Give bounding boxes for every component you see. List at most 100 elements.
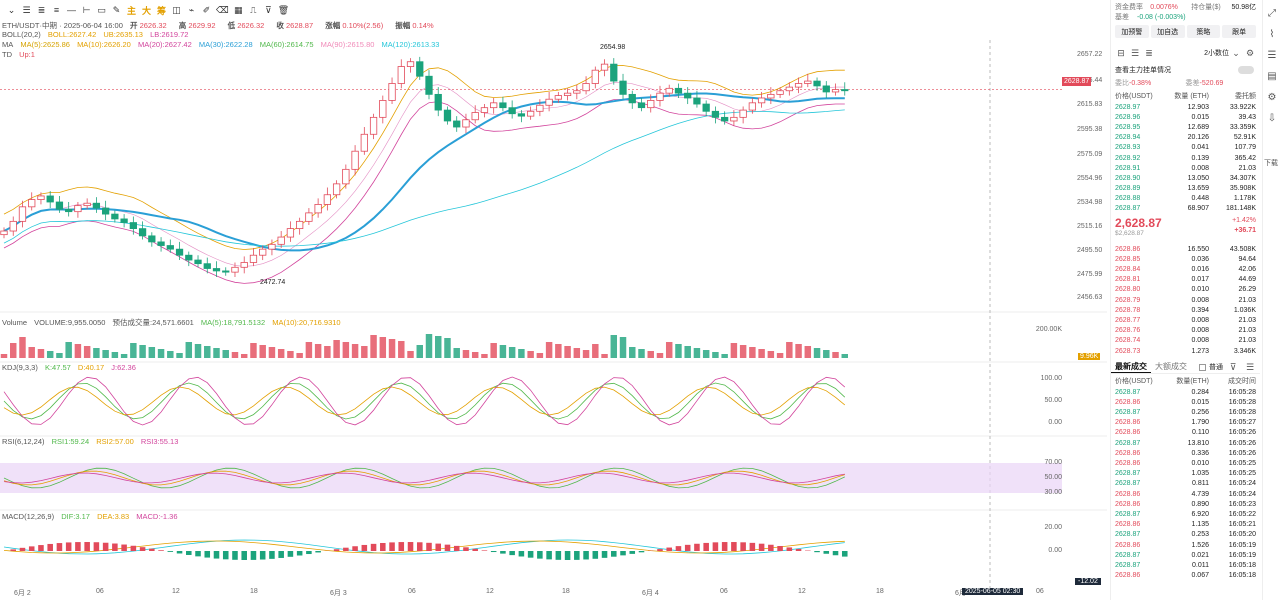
- bid-row[interactable]: 2628.77 0.008 21.03: [1111, 315, 1260, 325]
- grid-icon[interactable]: ▦: [233, 4, 243, 15]
- order-price[interactable]: 2628.81: [1115, 276, 1141, 284]
- magnet-icon[interactable]: ⌁: [188, 4, 195, 15]
- zhu-label[interactable]: 主: [126, 5, 136, 16]
- symbol-label[interactable]: ETH/USDT·中期 · 2025-06-04 16:00: [2, 21, 123, 30]
- ask-row[interactable]: 2628.91 0.008 21.03: [1111, 163, 1260, 173]
- order-price[interactable]: 2628.73: [1115, 347, 1141, 355]
- bid-row[interactable]: 2628.74 0.008 21.03: [1111, 336, 1260, 346]
- filter-icon[interactable]: ⊽: [1229, 361, 1237, 372]
- ask-row[interactable]: 2628.88 0.448 1.178K: [1111, 194, 1260, 204]
- normal-checkbox[interactable]: [1199, 363, 1206, 371]
- book-both-icon[interactable]: ⊟: [1117, 47, 1125, 58]
- ask-row[interactable]: 2628.97 12.903 33.922K: [1111, 102, 1260, 112]
- order-price[interactable]: 2628.77: [1115, 316, 1141, 324]
- volume-bar: [730, 343, 738, 358]
- order-price[interactable]: 2628.90: [1115, 174, 1141, 182]
- line-icon[interactable]: —: [67, 5, 76, 15]
- order-price[interactable]: 2628.84: [1115, 266, 1141, 274]
- ray-icon[interactable]: ⊢: [82, 4, 91, 15]
- alert-button[interactable]: 加预警: [1115, 25, 1149, 38]
- tab-latest-trades[interactable]: 最新成交: [1111, 361, 1151, 373]
- chevron-down-icon[interactable]: ⌄: [1232, 47, 1240, 58]
- pen-icon[interactable]: ✐: [202, 4, 211, 15]
- bid-row[interactable]: 2628.80 0.010 26.29: [1111, 285, 1260, 295]
- list-icon[interactable]: ☰: [1267, 50, 1277, 61]
- filter-icon[interactable]: ⊽: [264, 4, 272, 15]
- chart-area[interactable]: ETH/USDT·中期 · 2025-06-04 16:00 开 2626.32…: [0, 20, 1107, 600]
- order-price[interactable]: 2628.93: [1115, 144, 1141, 152]
- list-icon[interactable]: ≣: [37, 4, 46, 15]
- order-price[interactable]: 2628.79: [1115, 296, 1141, 304]
- volume-label[interactable]: Volume: [2, 318, 28, 327]
- order-price[interactable]: 2628.95: [1115, 123, 1141, 131]
- menu-icon[interactable]: ☰: [22, 4, 31, 15]
- bid-row[interactable]: 2628.81 0.017 44.69: [1111, 275, 1260, 285]
- boll-label[interactable]: BOLL(20,2): [2, 30, 41, 39]
- order-price[interactable]: 2628.74: [1115, 337, 1141, 345]
- tools-icon[interactable]: ≡: [53, 5, 60, 15]
- settings-icon[interactable]: ⚙: [1245, 47, 1255, 58]
- tab-large-trades[interactable]: 大额成交: [1155, 362, 1187, 372]
- eraser-icon[interactable]: ⌫: [216, 4, 229, 15]
- order-price[interactable]: 2628.96: [1115, 113, 1141, 121]
- order-price[interactable]: 2628.87: [1115, 205, 1141, 213]
- strategy-button[interactable]: 策略: [1186, 25, 1221, 38]
- layout-icon[interactable]: ◫: [172, 4, 181, 15]
- ask-row[interactable]: 2628.92 0.139 365.42: [1111, 153, 1260, 163]
- watchlist-button[interactable]: 加自选: [1150, 25, 1185, 38]
- chart-icon[interactable]: ⌇: [1269, 29, 1275, 40]
- bid-row[interactable]: 2628.76 0.008 21.03: [1111, 326, 1260, 336]
- bid-row[interactable]: 2628.84 0.016 42.06: [1111, 264, 1260, 274]
- order-price[interactable]: 2628.94: [1115, 134, 1141, 142]
- brush-icon[interactable]: ✎: [112, 4, 121, 15]
- macd-label[interactable]: MACD(12,26,9): [2, 512, 55, 521]
- rect-icon[interactable]: ▭: [97, 4, 106, 15]
- order-price[interactable]: 2628.80: [1115, 286, 1141, 294]
- order-price[interactable]: 2628.85: [1115, 255, 1141, 263]
- rsi-label[interactable]: RSI(6,12,24): [2, 437, 45, 446]
- da-label[interactable]: 大: [141, 5, 151, 16]
- list-icon[interactable]: ☰: [1245, 361, 1255, 372]
- copy-trade-button[interactable]: 跟单: [1222, 25, 1256, 38]
- macd-bar: [694, 543, 700, 551]
- chevron-down-icon[interactable]: ⌄: [7, 4, 16, 15]
- trade-qty: 0.256: [1191, 409, 1209, 417]
- precision-select[interactable]: 2小数位: [1204, 50, 1229, 57]
- chart-svg[interactable]: [0, 20, 1107, 600]
- ask-row[interactable]: 2628.87 68.907 181.148K: [1111, 204, 1260, 214]
- bid-row[interactable]: 2628.78 0.394 1.036K: [1111, 305, 1260, 315]
- book-asks-icon[interactable]: ☰: [1130, 47, 1140, 58]
- order-price[interactable]: 2628.76: [1115, 327, 1141, 335]
- ruler-icon[interactable]: ⎍: [250, 4, 257, 15]
- order-price[interactable]: 2628.88: [1115, 195, 1141, 203]
- order-price[interactable]: 2628.97: [1115, 103, 1141, 111]
- ask-row[interactable]: 2628.95 12.689 33.359K: [1111, 122, 1260, 132]
- book-icon[interactable]: ▤: [1267, 71, 1277, 82]
- kdj-label[interactable]: KDJ(9,3,3): [2, 363, 38, 372]
- order-price[interactable]: 2628.92: [1115, 154, 1141, 162]
- whale-toggle[interactable]: [1238, 66, 1254, 74]
- ask-row[interactable]: 2628.96 0.015 39.43: [1111, 112, 1260, 122]
- ask-row[interactable]: 2628.93 0.041 107.79: [1111, 143, 1260, 153]
- ask-row[interactable]: 2628.89 13.659 35.908K: [1111, 184, 1260, 194]
- trash-icon[interactable]: 🗑: [277, 4, 290, 15]
- expand-icon[interactable]: ⤢: [1268, 8, 1276, 19]
- order-price[interactable]: 2628.86: [1115, 245, 1141, 253]
- order-price[interactable]: 2628.91: [1115, 164, 1141, 172]
- macd-bar: [444, 544, 451, 551]
- ask-row[interactable]: 2628.90 13.050 34.307K: [1111, 173, 1260, 183]
- order-price[interactable]: 2628.78: [1115, 306, 1141, 314]
- bid-row[interactable]: 2628.73 1.273 3.346K: [1111, 346, 1260, 356]
- bid-row[interactable]: 2628.85 0.036 94.64: [1111, 254, 1260, 264]
- chou-label[interactable]: 筹: [156, 5, 166, 16]
- ma-label[interactable]: MA: [2, 40, 14, 49]
- macd-bar: [426, 542, 432, 551]
- ask-row[interactable]: 2628.94 20.126 52.91K: [1111, 133, 1260, 143]
- book-bids-icon[interactable]: ≣: [1145, 47, 1153, 58]
- td-label[interactable]: TD: [2, 50, 12, 59]
- settings-icon[interactable]: ⚙: [1267, 92, 1277, 103]
- bid-row[interactable]: 2628.79 0.008 21.03: [1111, 295, 1260, 305]
- order-price[interactable]: 2628.89: [1115, 185, 1141, 193]
- download-icon[interactable]: ⇩: [1267, 113, 1277, 124]
- bid-row[interactable]: 2628.86 16.550 43.508K: [1111, 244, 1260, 254]
